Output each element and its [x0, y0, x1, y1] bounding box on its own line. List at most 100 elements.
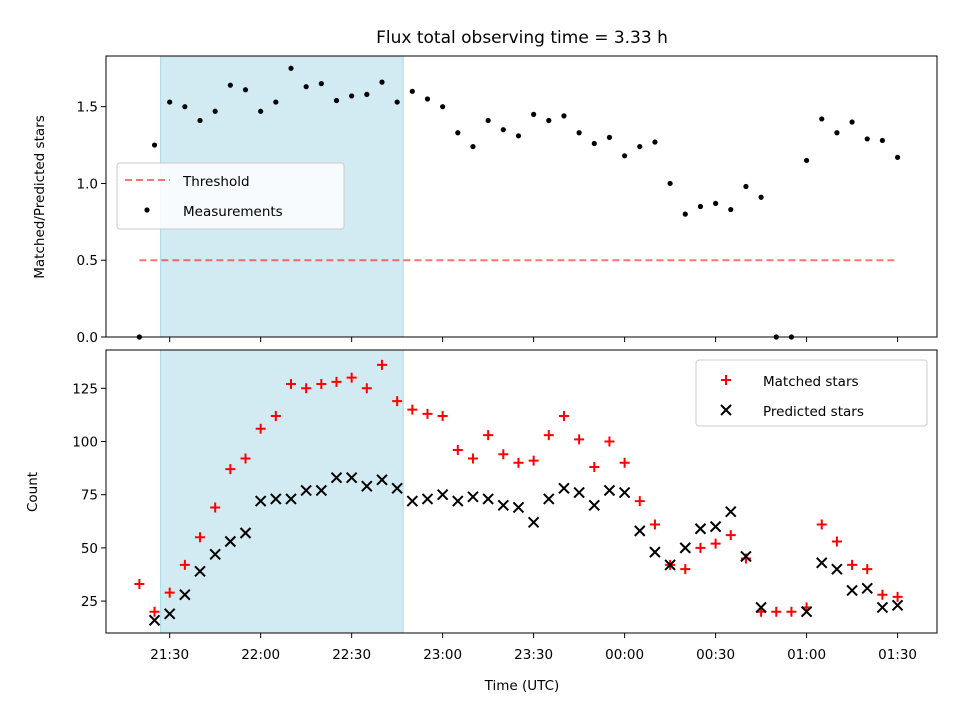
matched-point	[346, 372, 357, 383]
measurement-point	[167, 99, 173, 105]
predicted-point	[649, 546, 661, 558]
measurement-point	[515, 133, 522, 139]
top-panel: 0.0 0.5 1.0 1.5 Matched/Predicted stars Thres…	[32, 55, 938, 346]
predicted-point	[391, 482, 403, 495]
x-tick-label: 22:30	[332, 647, 371, 663]
y-tick-label: 100	[72, 434, 98, 450]
measurement-point	[576, 130, 582, 136]
predicted-point	[376, 474, 388, 486]
measurement-point	[500, 127, 506, 133]
y-axis-label: Matched/Predicted stars	[32, 115, 48, 278]
matched-point	[892, 591, 903, 602]
series-measurements	[136, 65, 901, 340]
predicted-point	[664, 559, 676, 571]
predicted-point	[725, 506, 737, 518]
matched-point	[710, 538, 721, 549]
y-tick-label: 50	[81, 541, 98, 557]
legend-matched-label: Matched stars	[763, 374, 859, 390]
predicted-point	[512, 501, 525, 514]
predicted-point	[543, 493, 555, 505]
predicted-point	[527, 516, 540, 529]
measurement-point	[849, 119, 855, 125]
predicted-point	[558, 482, 570, 495]
matched-point	[847, 559, 858, 570]
measurement-point	[682, 211, 688, 217]
legend-bottom: Matched stars Predicted stars	[695, 359, 928, 427]
predicted-point	[163, 608, 176, 620]
matched-point	[680, 564, 691, 575]
matched-point	[634, 496, 645, 507]
legend-measurements-swatch	[144, 207, 150, 213]
measurement-point	[182, 104, 188, 110]
predicted-point	[224, 535, 237, 548]
measurement-point	[197, 117, 203, 124]
predicted-point	[300, 484, 312, 497]
x-tick-label: 00:30	[696, 647, 735, 663]
measurement-point	[667, 180, 673, 187]
x-tick-label: 23:00	[423, 647, 462, 663]
predicted-point	[694, 523, 707, 535]
measurement-point	[728, 206, 734, 213]
measurement-point	[288, 65, 294, 71]
legend-box	[695, 359, 928, 427]
matched-point	[316, 379, 327, 390]
measurement-point	[743, 183, 749, 190]
measurement-point	[879, 137, 886, 144]
measurement-point	[561, 113, 567, 119]
matched-point	[513, 457, 524, 468]
x-axis-label: Time (UTC)	[484, 678, 560, 694]
measurement-point	[531, 111, 537, 117]
predicted-point	[315, 484, 328, 497]
predicted-point	[452, 495, 464, 507]
matched-point	[771, 606, 782, 617]
matched-point	[392, 396, 403, 407]
x-tick-label: 21:30	[150, 647, 189, 663]
y-tick-label: 1.5	[77, 100, 98, 116]
predicted-point	[588, 499, 600, 512]
predicted-point	[361, 480, 373, 492]
legend-measurements-label: Measurements	[183, 204, 283, 220]
measurement-point	[894, 154, 901, 160]
matched-point	[195, 532, 206, 543]
predicted-point	[467, 491, 479, 503]
matched-point	[558, 410, 569, 421]
measurement-point	[758, 194, 764, 200]
legend-box	[116, 162, 345, 230]
matched-point	[604, 436, 615, 447]
predicted-point	[740, 550, 752, 563]
matched-point	[452, 445, 463, 456]
measurement-point	[713, 200, 719, 207]
measurement-point	[364, 91, 370, 97]
predicted-point	[330, 471, 343, 484]
matched-point	[286, 379, 297, 390]
matched-point	[786, 606, 797, 617]
measurement-point	[819, 116, 825, 122]
measurement-point	[333, 97, 340, 104]
x-tick-label: 23:30	[514, 647, 553, 663]
matched-point	[467, 453, 478, 464]
legend-top: Threshold Measurements	[116, 162, 345, 230]
matched-point	[164, 587, 175, 598]
measurement-point	[622, 153, 628, 159]
predicted-point	[482, 493, 494, 505]
measurement-point	[697, 203, 704, 210]
predicted-point	[800, 606, 813, 618]
measurement-point	[652, 139, 658, 145]
measurement-point	[318, 81, 324, 87]
measurement-point	[864, 136, 870, 142]
series-matched-stars	[134, 359, 903, 617]
y-axis-label: Count	[25, 472, 41, 512]
matched-point	[483, 430, 494, 441]
predicted-point	[436, 488, 449, 501]
predicted-point	[254, 495, 267, 507]
measurement-point	[409, 88, 415, 94]
y-tick-label: 0.5	[77, 253, 98, 269]
predicted-point	[573, 486, 585, 499]
measurement-point	[591, 140, 597, 147]
measurement-point	[273, 99, 279, 105]
matched-point	[407, 404, 418, 415]
predicted-point	[679, 542, 691, 554]
matched-point	[831, 536, 842, 547]
predicted-point	[239, 527, 252, 539]
predicted-point	[179, 588, 191, 601]
